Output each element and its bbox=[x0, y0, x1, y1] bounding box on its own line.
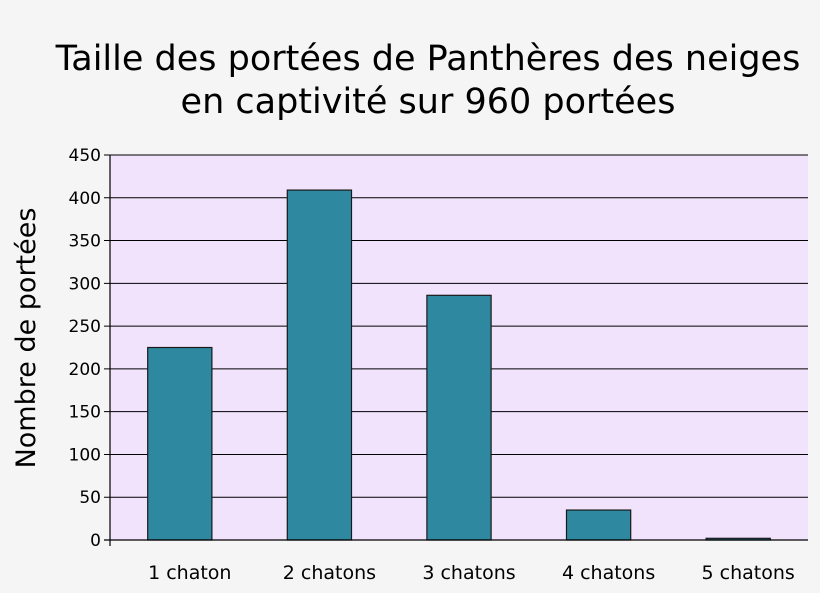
bar-3 bbox=[426, 294, 492, 541]
x-tick-labels: 1 chaton 2 chatons 3 chatons 4 chatons 5 cha… bbox=[148, 562, 795, 584]
chart-title-line-2: en captivité sur 960 portées bbox=[181, 82, 676, 122]
y-tick-label: 300 bbox=[69, 274, 101, 294]
y-tick-label: 350 bbox=[69, 232, 101, 252]
x-tick-label: 2 chatons bbox=[283, 562, 376, 584]
x-tick-label: 3 chatons bbox=[422, 562, 515, 584]
y-tick-label: 450 bbox=[69, 146, 101, 166]
bars bbox=[147, 189, 771, 541]
y-tick-label: 50 bbox=[79, 488, 101, 508]
y-axis-title: Nombre de portées bbox=[11, 208, 42, 469]
y-tick-label: 200 bbox=[69, 360, 101, 380]
chart-title-line-1: Taille des portées de Panthères des neig… bbox=[55, 39, 801, 79]
bar-2 bbox=[286, 189, 353, 541]
x-tick-label: 5 chatons bbox=[702, 562, 795, 584]
x-tick-label: 4 chatons bbox=[562, 562, 655, 584]
y-tick-labels: 0 50 100 150 200 250 300 350 400 450 bbox=[69, 146, 101, 551]
y-tick-label: 250 bbox=[69, 317, 101, 337]
bar-1 bbox=[147, 346, 213, 541]
y-tick-label: 0 bbox=[90, 531, 101, 551]
x-tick-label: 1 chaton bbox=[148, 562, 231, 584]
y-tick-label: 100 bbox=[69, 445, 101, 465]
bar-4 bbox=[565, 509, 632, 541]
y-tick-label: 150 bbox=[69, 403, 101, 423]
y-tick-label: 400 bbox=[69, 189, 101, 209]
